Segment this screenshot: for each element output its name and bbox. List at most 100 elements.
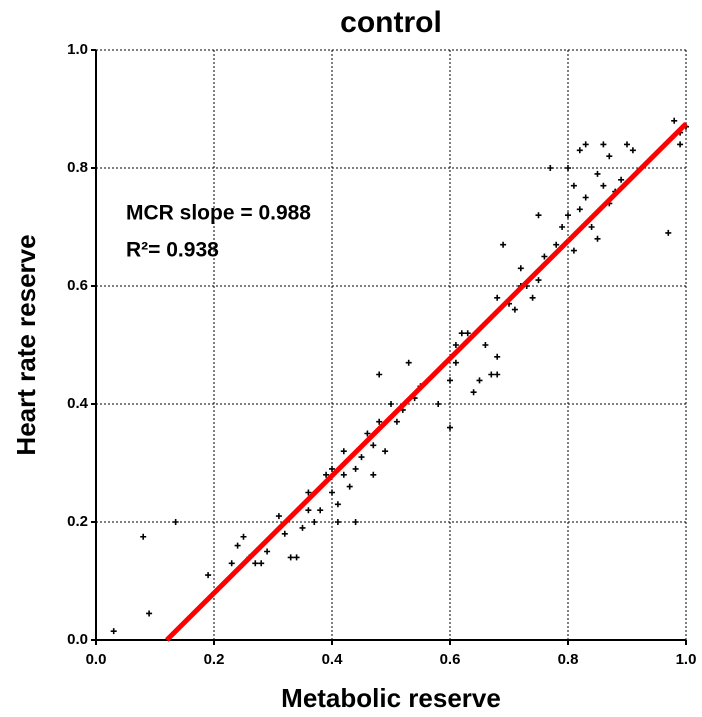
point xyxy=(305,507,312,514)
point xyxy=(329,489,335,496)
point xyxy=(452,359,459,366)
point xyxy=(340,471,347,478)
point xyxy=(382,448,389,455)
point xyxy=(281,530,288,537)
chart-title: control xyxy=(340,6,442,39)
point xyxy=(340,448,347,455)
point xyxy=(287,554,294,561)
point xyxy=(405,359,412,366)
point xyxy=(352,465,359,472)
y-tick-label: 0.8 xyxy=(67,159,88,176)
point xyxy=(334,501,341,508)
point xyxy=(146,610,153,617)
point xyxy=(458,330,465,337)
point xyxy=(553,241,560,248)
point xyxy=(172,519,179,525)
point xyxy=(494,294,501,301)
point xyxy=(252,560,259,567)
point xyxy=(299,524,306,531)
x-tick-label: 0.8 xyxy=(558,651,579,668)
point xyxy=(370,471,377,478)
point xyxy=(535,212,542,219)
point xyxy=(576,147,583,154)
point xyxy=(452,342,459,348)
point xyxy=(393,418,400,425)
point xyxy=(565,165,571,171)
point xyxy=(110,628,117,635)
point xyxy=(677,141,684,148)
point xyxy=(234,542,241,549)
point xyxy=(329,465,335,472)
point xyxy=(511,306,518,313)
point xyxy=(582,194,589,201)
point xyxy=(588,224,595,230)
annotation: R²= 0.938 xyxy=(126,239,219,262)
fit-line xyxy=(165,121,688,642)
x-tick-label: 0.4 xyxy=(322,651,344,668)
point xyxy=(618,176,625,183)
point xyxy=(376,371,383,378)
point xyxy=(447,424,453,431)
point xyxy=(323,471,330,478)
point xyxy=(305,489,312,496)
point xyxy=(494,353,501,360)
point xyxy=(541,253,548,260)
x-tick-label: 0.2 xyxy=(204,651,225,668)
point xyxy=(435,401,442,407)
point xyxy=(576,206,583,213)
point xyxy=(275,513,282,520)
point xyxy=(293,554,300,561)
point xyxy=(140,533,147,540)
point xyxy=(205,572,212,579)
point xyxy=(228,560,235,567)
point xyxy=(594,170,601,177)
y-tick-label: 0.2 xyxy=(67,513,88,530)
point xyxy=(388,401,394,407)
point xyxy=(529,294,536,301)
point xyxy=(565,212,571,219)
point xyxy=(358,454,365,461)
point xyxy=(500,241,507,248)
point xyxy=(370,442,377,449)
point xyxy=(600,182,607,189)
point xyxy=(535,277,542,284)
point xyxy=(364,430,371,437)
point xyxy=(258,560,265,567)
x-axis-label: Metabolic reserve xyxy=(281,683,501,713)
y-tick-label: 0.6 xyxy=(67,277,88,294)
point xyxy=(570,247,577,254)
point xyxy=(594,235,601,242)
point xyxy=(624,141,630,148)
y-tick-label: 1.0 xyxy=(67,41,88,58)
point xyxy=(665,229,672,236)
point xyxy=(494,371,501,378)
point xyxy=(547,165,554,171)
point xyxy=(464,330,471,337)
point xyxy=(559,224,566,230)
point xyxy=(240,533,247,540)
annotation: MCR slope = 0.988 xyxy=(126,202,311,225)
point xyxy=(346,483,353,490)
point xyxy=(264,548,271,555)
point xyxy=(671,117,678,124)
point xyxy=(476,377,483,384)
point xyxy=(334,519,341,525)
point xyxy=(582,141,589,148)
point xyxy=(488,371,495,378)
x-tick-label: 1.0 xyxy=(676,651,697,668)
x-tick-label: 0.6 xyxy=(440,651,461,668)
point xyxy=(629,147,636,154)
point xyxy=(482,342,489,348)
point xyxy=(600,141,607,148)
y-axis-label: Heart rate reserve xyxy=(11,234,41,455)
point xyxy=(352,519,359,525)
y-tick-label: 0.0 xyxy=(67,631,88,648)
point xyxy=(311,519,318,525)
point xyxy=(606,153,613,160)
point xyxy=(447,377,453,384)
x-tick-label: 0.0 xyxy=(86,651,107,668)
y-tick-label: 0.4 xyxy=(67,395,89,412)
point xyxy=(570,182,577,189)
point xyxy=(470,389,477,396)
